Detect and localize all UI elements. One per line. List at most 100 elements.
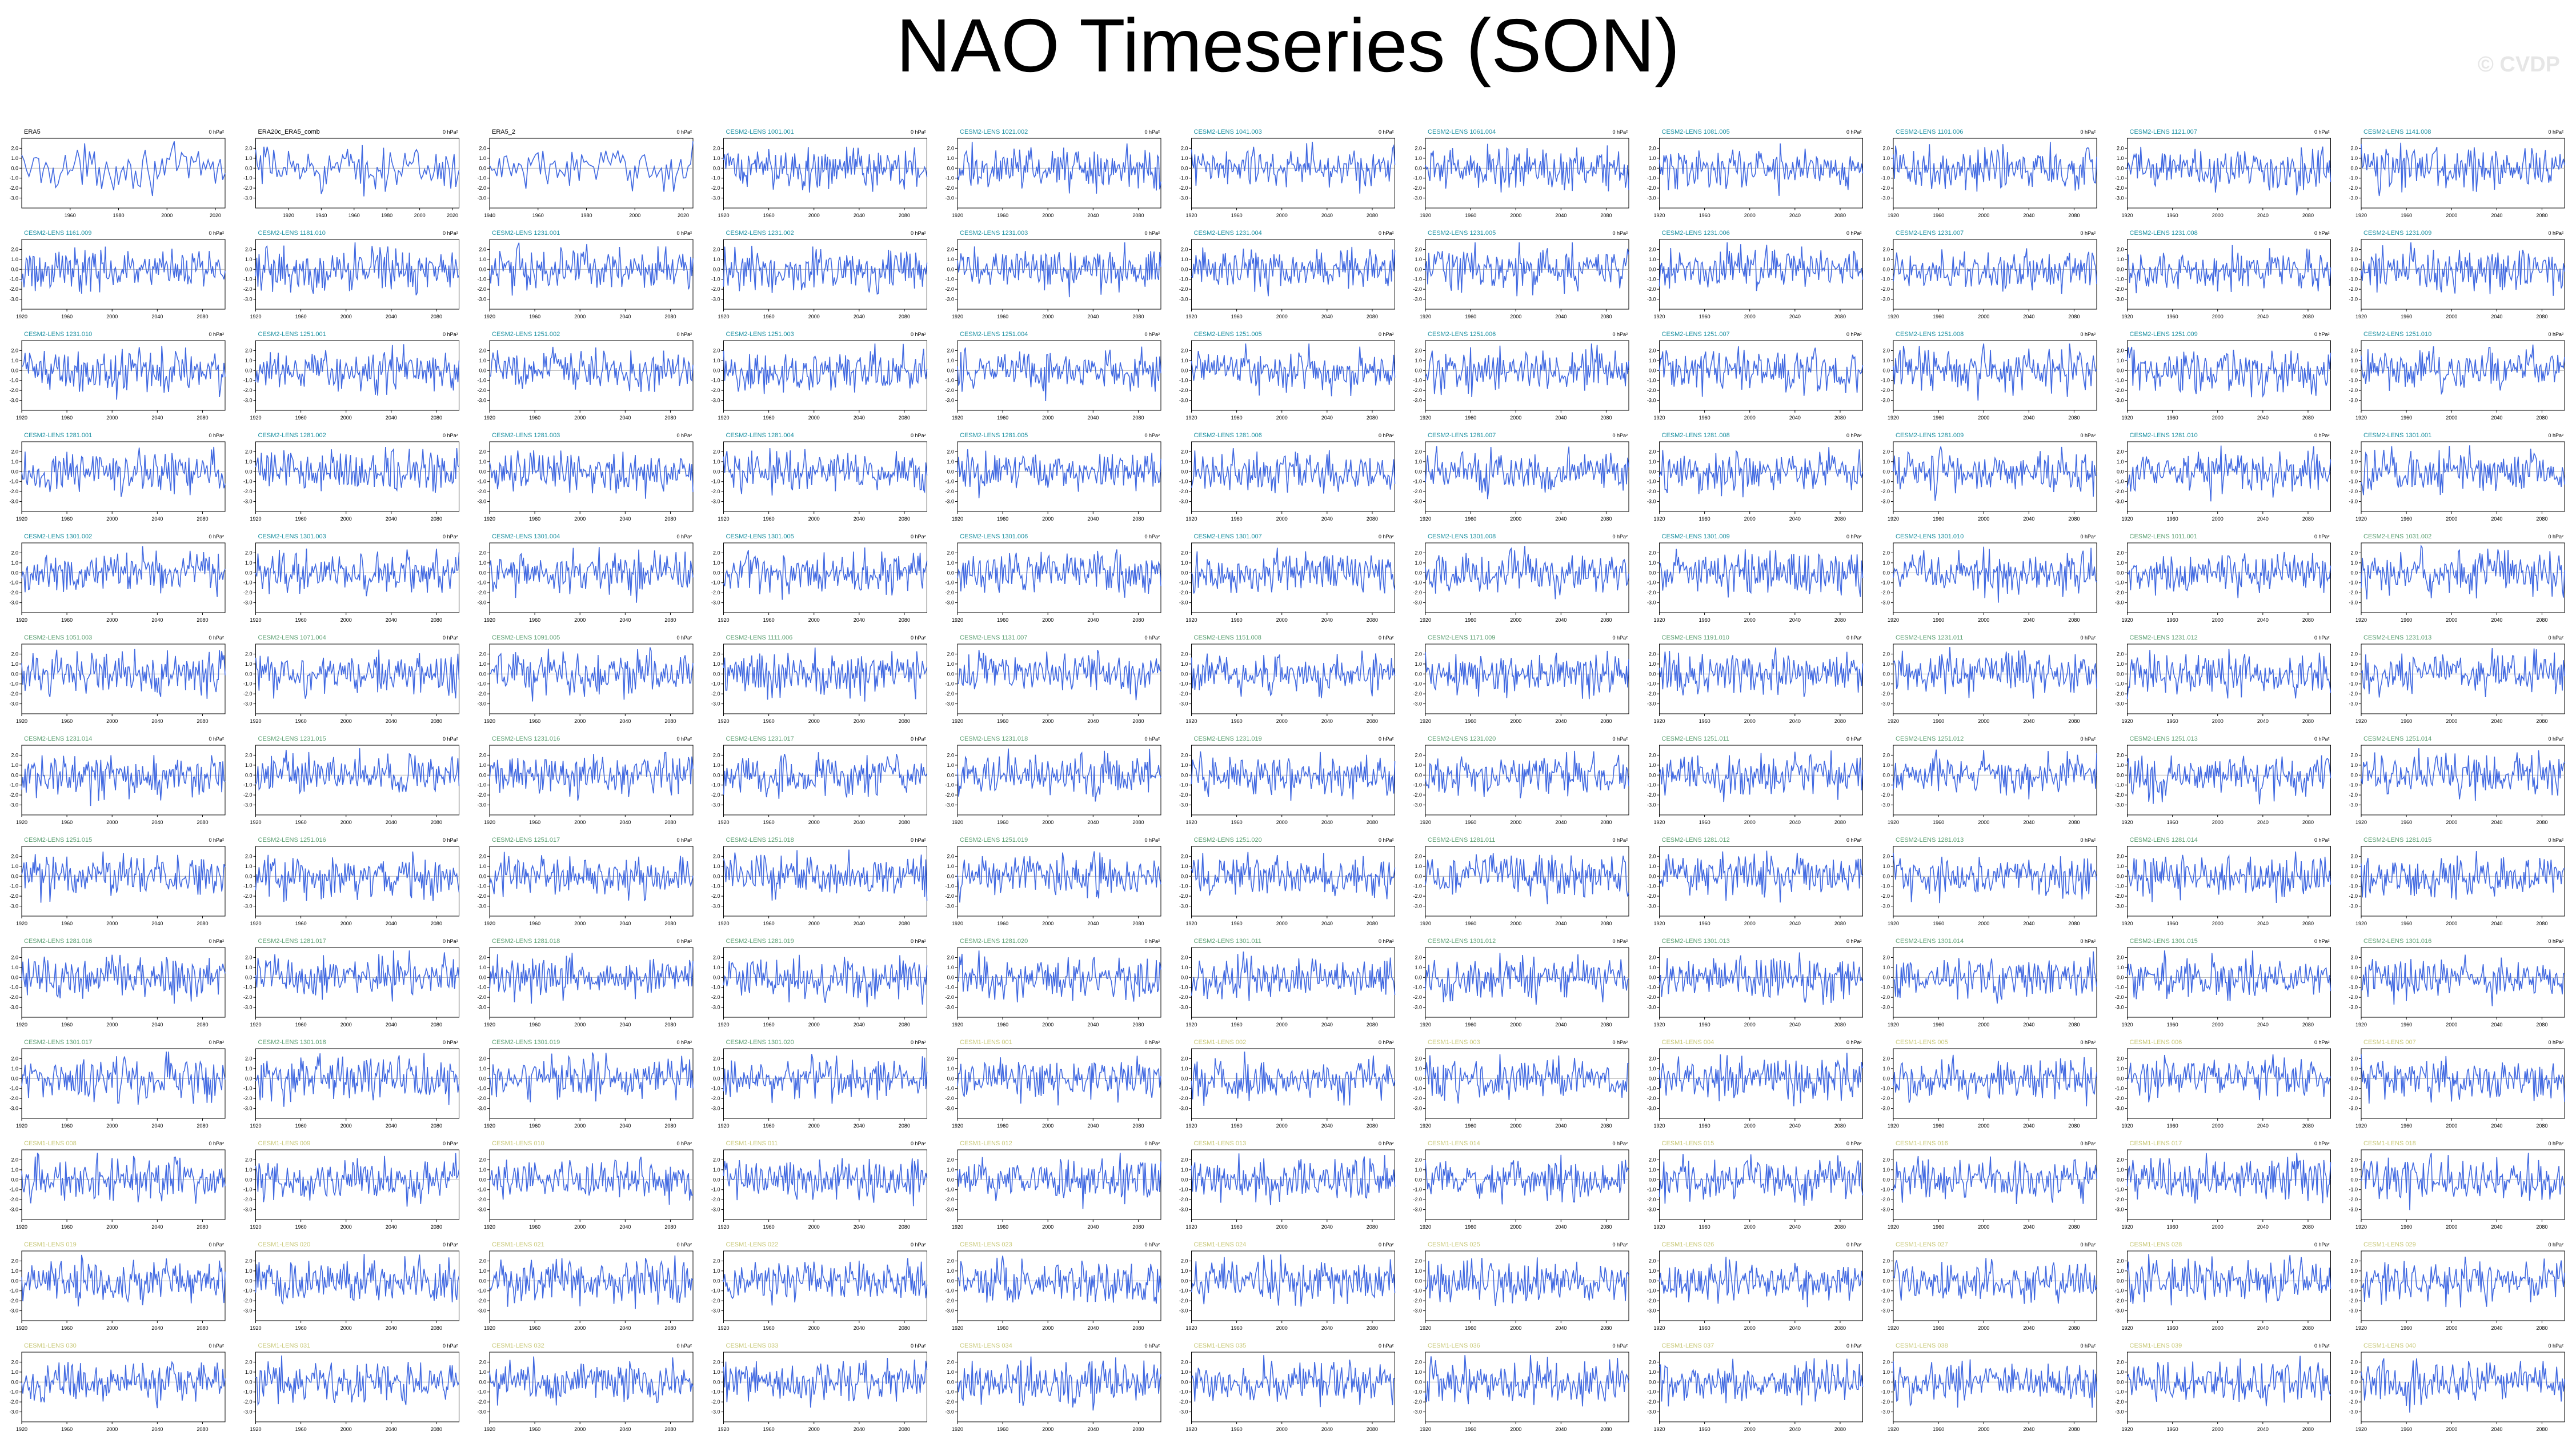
series-line [255,446,460,493]
y-tick-label: -3.0 [1881,802,1890,808]
series-line [1893,853,2097,904]
x-tick-label: 2040 [1789,314,1801,319]
series-line [21,1152,226,1204]
x-tick-label: 2040 [1321,415,1333,421]
panel-units: 0 hPa² [1846,1141,1862,1146]
x-tick-label: 2080 [197,1022,208,1028]
y-tick-label: 0.0 [1415,1379,1422,1385]
x-tick-label: 1920 [16,1123,27,1129]
x-tick-label: 1920 [1420,617,1431,623]
x-tick-label: 2040 [1789,1123,1801,1129]
x-tick-label: 2040 [386,1123,397,1129]
panel-title: CESM2-LENS 1231.011 [1896,634,1963,641]
y-tick-label: 2.0 [2117,651,2124,657]
x-tick-label: 2040 [2491,314,2502,319]
y-tick-label: 2.0 [947,449,954,454]
y-tick-label: -1.0 [1179,1389,1188,1395]
y-tick-label: -1.0 [1179,277,1188,282]
nao-panel: CESM1-LENS 039 0 hPa²2.01.00.0-1.0-2.0-3.… [2115,1342,2331,1432]
y-tick-label: -1.0 [945,175,954,181]
panel-units: 0 hPa² [911,331,926,337]
panel-title: CESM2-LENS 1231.010 [24,331,92,338]
panel-title: CESM2-LENS 1301.007 [1194,533,1262,540]
x-tick-label: 2080 [899,1325,910,1331]
x-tick-label: 1960 [1231,516,1243,522]
x-tick-label: 1920 [2355,1426,2367,1432]
y-tick-label: 0.0 [713,1177,720,1182]
x-tick-label: 2040 [854,1123,865,1129]
y-tick-label: 0.0 [2117,671,2124,677]
y-tick-label: -1.0 [1881,884,1890,889]
panel-units: 0 hPa² [1379,534,1394,539]
series-line [2361,1256,2565,1308]
y-tick-label: 0.0 [11,772,18,778]
x-tick-label: 2080 [2302,1325,2314,1331]
panel-units: 0 hPa² [911,534,926,539]
y-tick-label: -1.0 [2349,884,2358,889]
y-tick-label: -3.0 [1413,1308,1422,1314]
x-tick-label: 1960 [295,820,307,825]
x-tick-label: 1920 [2121,314,2133,319]
x-tick-label: 1960 [295,1325,307,1331]
y-tick-label: -1.0 [1881,782,1890,788]
x-tick-label: 1960 [61,516,73,522]
y-tick-label: -1.0 [2115,985,2124,990]
y-tick-label: 2.0 [1882,145,1890,151]
panel-frame [2127,947,2331,1018]
panel-title: CESM1-LENS 003 [1428,1039,1480,1046]
y-tick-label: -3.0 [2349,297,2358,302]
nao-panel: CESM2-LENS 1251.009 0 hPa²2.01.00.0-1.0-2… [2115,331,2331,421]
x-tick-label: 1960 [1933,1325,1944,1331]
y-tick-label: 0.0 [947,974,954,980]
x-tick-label: 1960 [1933,617,1944,623]
y-tick-label: 0.0 [1882,570,1890,575]
y-tick-label: -3.0 [477,195,486,201]
y-tick-label: 2.0 [713,853,720,859]
x-tick-label: 2040 [854,1426,865,1432]
y-tick-label: -3.0 [945,701,954,707]
panel-title: CESM2-LENS 1231.001 [492,230,560,237]
nao-panel: CESM2-LENS 1191.010 0 hPa²2.01.00.0-1.0-2… [1647,634,1864,724]
x-tick-label: 2000 [574,1022,586,1028]
x-tick-label: 1920 [250,1224,261,1230]
panel-units: 0 hPa² [1144,534,1160,539]
nao-panel: CESM2-LENS 1231.007 0 hPa²2.01.00.0-1.0-2… [1881,230,2097,319]
panel-frame [957,1352,1161,1422]
x-tick-label: 1960 [61,1426,73,1432]
y-tick-label: -1.0 [243,884,253,889]
y-tick-label: -1.0 [2349,378,2358,383]
y-tick-label: -2.0 [1647,489,1656,494]
x-tick-label: 1960 [763,1123,775,1129]
x-tick-label: 1960 [997,516,1008,522]
y-tick-label: -2.0 [1179,286,1188,292]
series-line [489,242,694,296]
x-tick-label: 2080 [2302,314,2314,319]
y-tick-label: -3.0 [945,1207,954,1213]
nao-panel: CESM2-LENS 1111.006 0 hPa²2.01.00.0-1.0-2… [711,634,928,724]
y-tick-label: 2.0 [947,853,954,859]
x-tick-label: 2080 [2536,921,2547,926]
x-tick-label: 2040 [619,718,631,724]
y-tick-label: -2.0 [1179,590,1188,595]
y-tick-label: -1.0 [1881,479,1890,485]
panel-frame [2127,643,2331,714]
x-tick-label: 1920 [250,1426,261,1432]
x-tick-label: 1920 [484,1022,495,1028]
series-line [2361,851,2565,900]
x-tick-label: 2040 [2257,1325,2269,1331]
y-tick-label: -3.0 [1881,701,1890,707]
y-tick-label: -2.0 [2349,387,2358,393]
nao-panel: CESM2-LENS 1301.007 0 hPa²2.01.00.0-1.0-2… [1179,533,1396,623]
x-tick-label: 1960 [763,617,775,623]
x-tick-label: 1960 [1465,1325,1476,1331]
x-tick-label: 2080 [431,617,442,623]
x-tick-label: 2080 [1600,617,1612,623]
x-tick-label: 1920 [484,1123,495,1129]
y-tick-label: -3.0 [477,1409,486,1415]
x-tick-label: 2000 [2446,415,2457,421]
panel-frame [2127,1048,2331,1119]
y-tick-label: 0.0 [1649,1177,1656,1182]
panel-title: CESM2-LENS 1061.004 [1428,129,1496,135]
panel-units: 0 hPa² [2314,230,2330,236]
x-tick-label: 1920 [484,1426,495,1432]
